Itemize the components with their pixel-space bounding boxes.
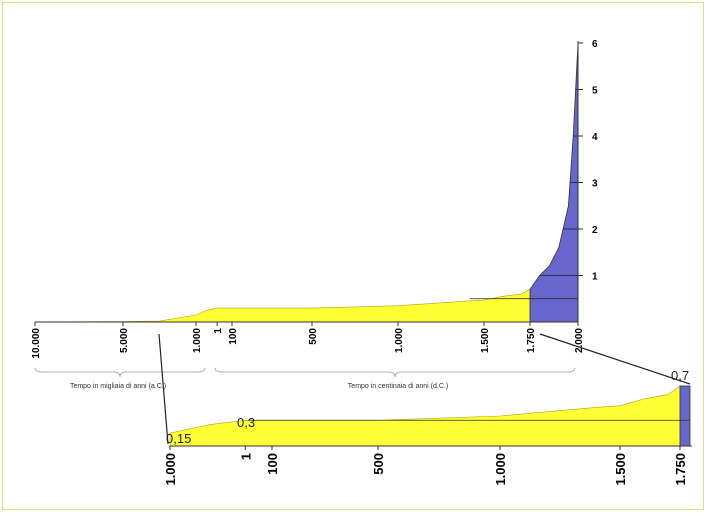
x-tick-label: 1 <box>213 328 224 334</box>
y-tick-label: 3 <box>592 179 598 190</box>
y-tick-label: 1 <box>592 272 598 283</box>
y-tick-label: 4 <box>592 132 598 143</box>
zoom-x-tick-label: 1.000 <box>493 453 508 486</box>
figure-frame <box>2 2 704 510</box>
zoom-connector-left <box>158 333 169 445</box>
main-horizontal-lines <box>470 89 578 300</box>
x-tick-label: 10.000 <box>31 328 42 359</box>
zoom-area-after-1750 <box>679 385 691 447</box>
y-tick-label: 2 <box>592 225 598 236</box>
annotation-0-15: 0,15 <box>166 431 191 446</box>
zoom-chart: 1.000 1 100 500 1.000 1.500 1.750 0,15 0,3 0,7 <box>163 368 692 486</box>
main-y-ticks: 1 2 3 4 5 6 <box>578 39 598 283</box>
annotation-0-3: 0,3 <box>237 415 255 430</box>
caption-bc: Tempo in migliaia di anni (a.C.) <box>70 383 166 390</box>
main-x-ticks: 10.000 5.000 1.000 1 100 500 1.000 1.500 1.750 2.… <box>31 322 585 359</box>
caption-ad: Tempo in centinaia di anni (d.C.) <box>348 383 448 390</box>
y-tick-label: 6 <box>592 39 598 50</box>
brace-bc <box>34 367 206 378</box>
zoom-x-tick-label: 1.750 <box>673 453 688 486</box>
x-tick-label: 1.000 <box>394 328 405 353</box>
x-tick-label: 2.000 <box>574 328 585 353</box>
zoom-connector-right <box>539 333 691 385</box>
zoom-x-ticks: 1.000 1 100 500 1.000 1.500 1.750 <box>163 446 688 486</box>
x-tick-label: 1.750 <box>526 328 537 353</box>
main-chart: 1 2 3 4 5 6 10.000 5.000 1.000 1 100 500 1.000 1.500… <box>31 39 598 390</box>
x-tick-label: 100 <box>228 328 239 345</box>
y-tick-label: 5 <box>592 86 598 97</box>
zoom-x-tick-label: 500 <box>371 453 386 475</box>
zoom-x-tick-label: 100 <box>265 453 280 475</box>
x-tick-label: 500 <box>308 328 319 345</box>
brace-ad <box>214 367 576 378</box>
x-tick-label: 1.500 <box>480 328 491 353</box>
x-tick-label: 1.000 <box>192 328 203 353</box>
x-tick-label: 5.000 <box>119 328 130 353</box>
main-area-before-1750 <box>34 288 531 323</box>
zoom-x-tick-label: 1.000 <box>163 453 178 486</box>
zoom-x-tick-label: 1 <box>238 453 253 460</box>
annotation-0-7: 0,7 <box>671 368 689 383</box>
zoom-area-before-1750 <box>169 385 681 447</box>
zoom-x-tick-label: 1.500 <box>613 453 628 486</box>
